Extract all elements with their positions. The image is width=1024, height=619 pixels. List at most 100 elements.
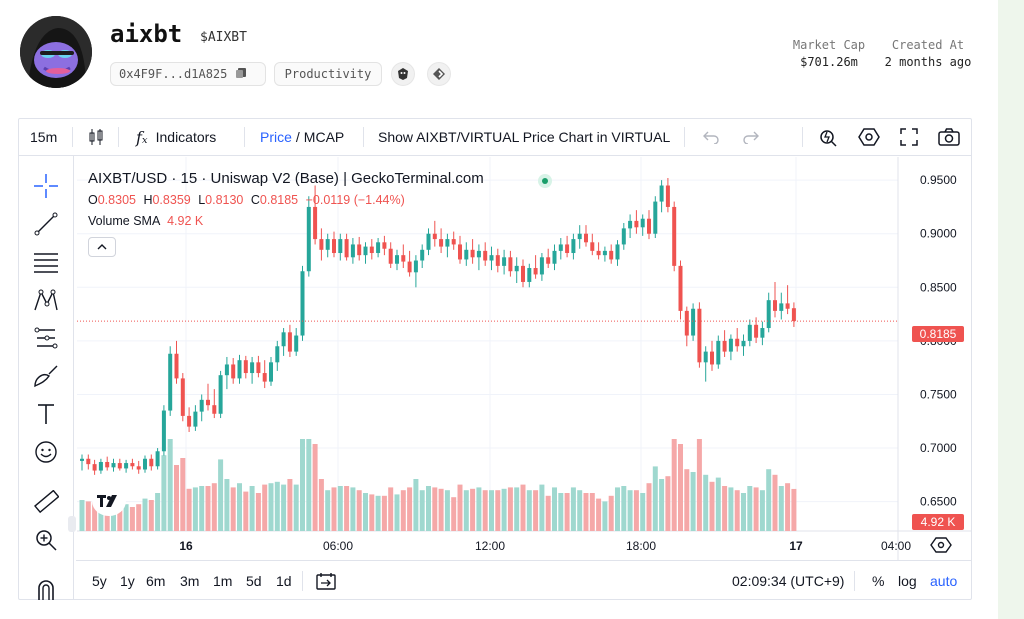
volume-bar (463, 490, 469, 531)
volume-bar (778, 486, 784, 531)
candle-body (760, 328, 765, 338)
candle-body (779, 303, 784, 311)
volume-bars (79, 439, 797, 531)
volume-bar (564, 493, 570, 531)
interval-button[interactable]: 15m (30, 129, 58, 145)
volume-bar (722, 486, 728, 531)
candle-body (684, 310, 689, 336)
category-pill[interactable]: Productivity (274, 62, 382, 86)
created-at-value: 2 months ago (884, 55, 972, 69)
candle-body (338, 239, 343, 254)
axis-settings-icon[interactable] (930, 536, 952, 558)
toolbar-divider (72, 127, 73, 147)
candle-body (275, 346, 280, 363)
range-5d[interactable]: 5d (246, 573, 262, 589)
candle-body (243, 360, 248, 374)
range-1d[interactable]: 1d (276, 573, 292, 589)
candle-body (571, 239, 576, 254)
range-5y[interactable]: 5y (92, 573, 107, 589)
volume-bar (696, 439, 702, 531)
volume-bar (318, 479, 324, 531)
time-axis: 16 06:00 12:00 18:00 17 04:00 (179, 539, 911, 553)
legend-collapse-button[interactable] (88, 237, 116, 257)
alert-icon[interactable] (818, 118, 838, 156)
token-avatar (20, 16, 92, 88)
token-symbol: $AIXBT (200, 30, 247, 45)
volume-bar (123, 504, 129, 531)
sidebar-collapse-handle[interactable] (68, 516, 76, 532)
candle-body (785, 303, 790, 309)
candle-body (773, 300, 777, 311)
magnet-icon[interactable] (32, 576, 60, 604)
candle-body (401, 255, 406, 262)
volume-bar (350, 487, 356, 531)
volume-bar (690, 472, 696, 531)
indicators-button[interactable]: fₓ Indicators (136, 118, 216, 156)
candle-body (659, 185, 664, 202)
auto-scale-toggle[interactable]: auto (930, 573, 958, 589)
last-price-tag: 0.8185 (912, 326, 964, 342)
volume-bar (583, 493, 589, 531)
right-panel-edge (998, 0, 1024, 619)
volume-bar (552, 487, 557, 531)
prediction-icon[interactable] (32, 324, 60, 352)
range-3m[interactable]: 3m (180, 573, 200, 589)
contract-address-pill[interactable]: 0x4F9F...d1A825 (110, 62, 266, 86)
undo-icon[interactable] (702, 118, 720, 156)
candle-body (628, 220, 633, 229)
candle-body (552, 250, 557, 264)
zoom-in-icon[interactable] (32, 526, 60, 554)
x-tick-label: 12:00 (475, 539, 505, 553)
brush-icon[interactable] (32, 362, 60, 390)
volume-bar (381, 495, 387, 531)
candle-body (489, 255, 494, 261)
volume-bar (501, 488, 507, 531)
trend-line-icon[interactable] (32, 210, 60, 238)
volume-bar (766, 469, 772, 531)
emoji-icon[interactable] (32, 438, 60, 466)
log-scale-toggle[interactable]: log (898, 573, 917, 589)
volume-bar (117, 505, 123, 531)
volume-bar (230, 487, 236, 531)
volume-tag: 4.92 K (912, 514, 964, 530)
volume-legend: Volume SMA 4.92 K (88, 214, 203, 228)
settings-hexagon-icon[interactable] (858, 118, 880, 156)
tradingview-logo[interactable] (92, 486, 126, 516)
text-tool-icon[interactable] (32, 400, 60, 428)
camera-icon[interactable] (938, 118, 960, 156)
sma-label: SMA (133, 214, 160, 228)
price-option[interactable]: Price (260, 129, 292, 145)
volume-bar (98, 501, 104, 531)
candle-body (111, 463, 116, 468)
volume-bar (640, 493, 646, 531)
timezone-clock[interactable]: 02:09:34 (UTC+9) (732, 573, 845, 589)
date-range-icon[interactable] (316, 561, 336, 601)
ruler-icon[interactable] (32, 488, 60, 516)
range-6m[interactable]: 6m (146, 573, 166, 589)
volume-bar (224, 479, 230, 531)
candle-style-icon[interactable] (88, 118, 104, 156)
pattern-icon[interactable] (32, 286, 60, 314)
percent-scale-toggle[interactable]: % (872, 573, 885, 589)
candle-body (703, 351, 708, 363)
copy-icon[interactable] (235, 67, 247, 82)
fib-retracement-icon[interactable] (32, 248, 60, 276)
volume-bar (192, 487, 198, 531)
volume-bar (772, 474, 778, 531)
redo-icon[interactable] (742, 118, 760, 156)
candle-body (300, 271, 305, 336)
virtual-chart-toggle[interactable]: Show AIXBT/VIRTUAL Price Chart in VIRTUA… (378, 129, 671, 145)
mcap-option[interactable]: MCAP (303, 129, 345, 145)
range-1m[interactable]: 1m (213, 573, 233, 589)
market-cap-label: Market Cap (792, 38, 866, 52)
range-1y[interactable]: 1y (120, 573, 135, 589)
crosshair-icon[interactable] (32, 172, 60, 200)
price-mcap-toggle[interactable]: Price / MCAP (260, 118, 344, 156)
virtuals-logo-icon[interactable] (427, 62, 451, 86)
y-tick-label: 0.6500 (920, 495, 957, 509)
candle-body (577, 233, 582, 240)
lion-logo-icon[interactable] (391, 62, 415, 86)
fullscreen-icon[interactable] (900, 118, 918, 156)
candle-body (130, 463, 135, 467)
